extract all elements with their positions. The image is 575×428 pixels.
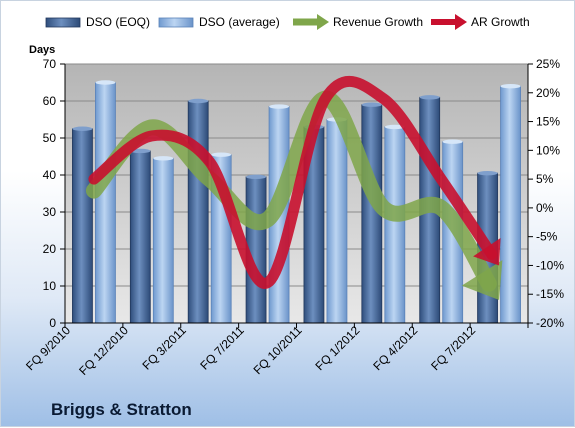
line-1 <box>88 75 498 289</box>
bar-cap-0-6 <box>419 95 440 100</box>
bar-1-7 <box>500 85 521 324</box>
bar-cap-0-0 <box>72 126 93 131</box>
y-axis-title: Days <box>29 44 55 56</box>
y2-tick-label: 15% <box>536 115 560 129</box>
bar-1-4 <box>326 119 348 324</box>
bar-0-0 <box>72 128 93 324</box>
legend-label-2: Revenue Growth <box>333 15 423 29</box>
x-tick-label: FQ 1/2012 <box>313 323 363 373</box>
bar-1-1 <box>152 157 174 324</box>
x-tick-label: FQ 12/2010 <box>76 323 131 378</box>
x-tick-label: FQ 7/2011 <box>197 323 247 373</box>
y-tick-label: 40 <box>43 168 57 182</box>
legend-label-1: DSO (average) <box>199 15 280 29</box>
bar-cap-0-7 <box>477 170 498 176</box>
y2-tick-label: 0% <box>536 201 554 215</box>
y-tick-label: 60 <box>43 94 57 108</box>
y2-tick-label: -5% <box>536 230 558 244</box>
bar-0-1 <box>129 150 151 324</box>
y2-tick-label: 10% <box>536 143 560 157</box>
legend-label-3: AR Growth <box>471 15 530 29</box>
legend-swatch-0 <box>45 17 81 28</box>
bar-cap-0-5 <box>361 102 382 107</box>
bar-cap-1-0 <box>95 80 116 85</box>
legend-label-0: DSO (EOQ) <box>86 15 150 29</box>
y-tick-label: 30 <box>43 205 57 219</box>
company-label: Briggs & Stratton <box>51 400 192 419</box>
bar-cap-1-3 <box>269 104 290 109</box>
bar-cap-1-7 <box>500 84 521 89</box>
y2-tick-label: -10% <box>536 258 564 272</box>
growth-lines <box>85 75 503 300</box>
y2-tick-label: 25% <box>536 57 560 71</box>
y-tick-label: 70 <box>43 57 57 71</box>
y2-tick-label: -15% <box>536 287 564 301</box>
x-tick-label: FQ 3/2011 <box>140 323 190 373</box>
y2-tick-label: -20% <box>536 316 564 330</box>
arrowhead-0 <box>461 260 503 300</box>
bar-0-2 <box>187 100 209 324</box>
x-tick-label: FQ 10/2011 <box>251 323 305 377</box>
legend-arrow-3 <box>455 14 467 30</box>
y-tick-label: 50 <box>43 131 57 145</box>
y2-tick-label: 5% <box>536 172 554 186</box>
legend: DSO (EOQ) DSO (average) Revenue Growth AR G… <box>45 14 530 30</box>
bar-cap-1-1 <box>153 156 174 161</box>
bar-cap-1-6 <box>442 139 463 144</box>
bar-cap-1-5 <box>384 124 405 130</box>
y-tick-label: 0 <box>49 316 56 330</box>
y-tick-label: 10 <box>43 279 57 293</box>
bar-1-0 <box>95 82 116 324</box>
bar-cap-0-3 <box>246 174 267 180</box>
x-tick-label: FQ 9/2010 <box>23 323 73 373</box>
x-tick-label: FQ 7/2012 <box>428 323 478 373</box>
bar-cap-0-2 <box>188 98 209 104</box>
bar-1-5 <box>384 126 406 324</box>
bar-cap-1-2 <box>211 152 232 157</box>
x-tick-label: FQ 4/2012 <box>370 323 420 373</box>
y2-tick-label: 20% <box>536 86 560 100</box>
legend-arrow-2 <box>317 14 329 30</box>
legend-swatch-1 <box>158 17 194 28</box>
y-tick-label: 20 <box>43 242 57 256</box>
arrowhead-1 <box>473 237 501 266</box>
